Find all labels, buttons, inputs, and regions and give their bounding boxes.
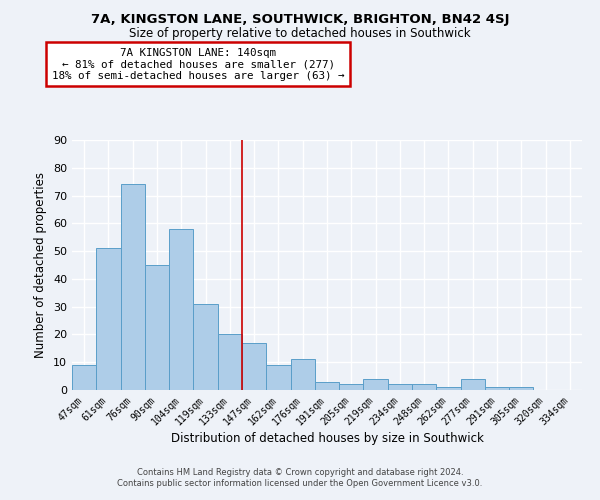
Bar — [266, 365, 290, 390]
Bar — [242, 343, 266, 390]
Bar — [339, 384, 364, 390]
Bar — [315, 382, 339, 390]
Bar — [218, 334, 242, 390]
Text: Size of property relative to detached houses in Southwick: Size of property relative to detached ho… — [129, 28, 471, 40]
Bar — [169, 229, 193, 390]
Bar — [388, 384, 412, 390]
Bar — [290, 360, 315, 390]
Bar — [121, 184, 145, 390]
Text: 7A KINGSTON LANE: 140sqm
← 81% of detached houses are smaller (277)
18% of semi-: 7A KINGSTON LANE: 140sqm ← 81% of detach… — [52, 48, 344, 80]
Text: Contains HM Land Registry data © Crown copyright and database right 2024.
Contai: Contains HM Land Registry data © Crown c… — [118, 468, 482, 487]
Y-axis label: Number of detached properties: Number of detached properties — [34, 172, 47, 358]
Bar — [509, 387, 533, 390]
Bar — [436, 387, 461, 390]
Bar — [364, 379, 388, 390]
Bar — [461, 379, 485, 390]
Text: 7A, KINGSTON LANE, SOUTHWICK, BRIGHTON, BN42 4SJ: 7A, KINGSTON LANE, SOUTHWICK, BRIGHTON, … — [91, 12, 509, 26]
Bar — [485, 387, 509, 390]
Bar — [72, 365, 96, 390]
X-axis label: Distribution of detached houses by size in Southwick: Distribution of detached houses by size … — [170, 432, 484, 446]
Bar — [193, 304, 218, 390]
Bar — [412, 384, 436, 390]
Bar — [145, 265, 169, 390]
Bar — [96, 248, 121, 390]
